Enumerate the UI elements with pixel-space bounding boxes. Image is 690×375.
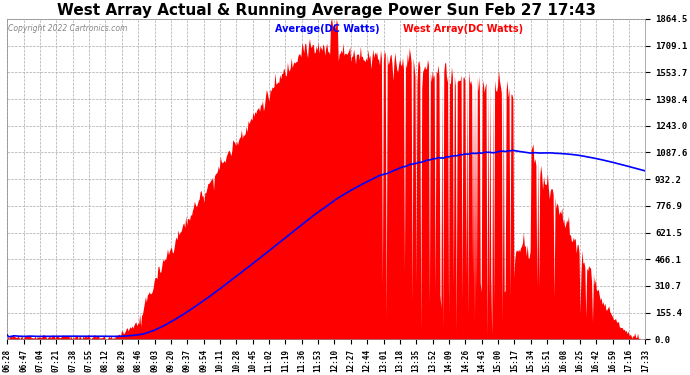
Text: West Array(DC Watts): West Array(DC Watts) [403,24,523,34]
Text: Copyright 2022 Cartronics.com: Copyright 2022 Cartronics.com [8,24,127,33]
Title: West Array Actual & Running Average Power Sun Feb 27 17:43: West Array Actual & Running Average Powe… [57,3,595,18]
Text: Average(DC Watts): Average(DC Watts) [275,24,380,34]
